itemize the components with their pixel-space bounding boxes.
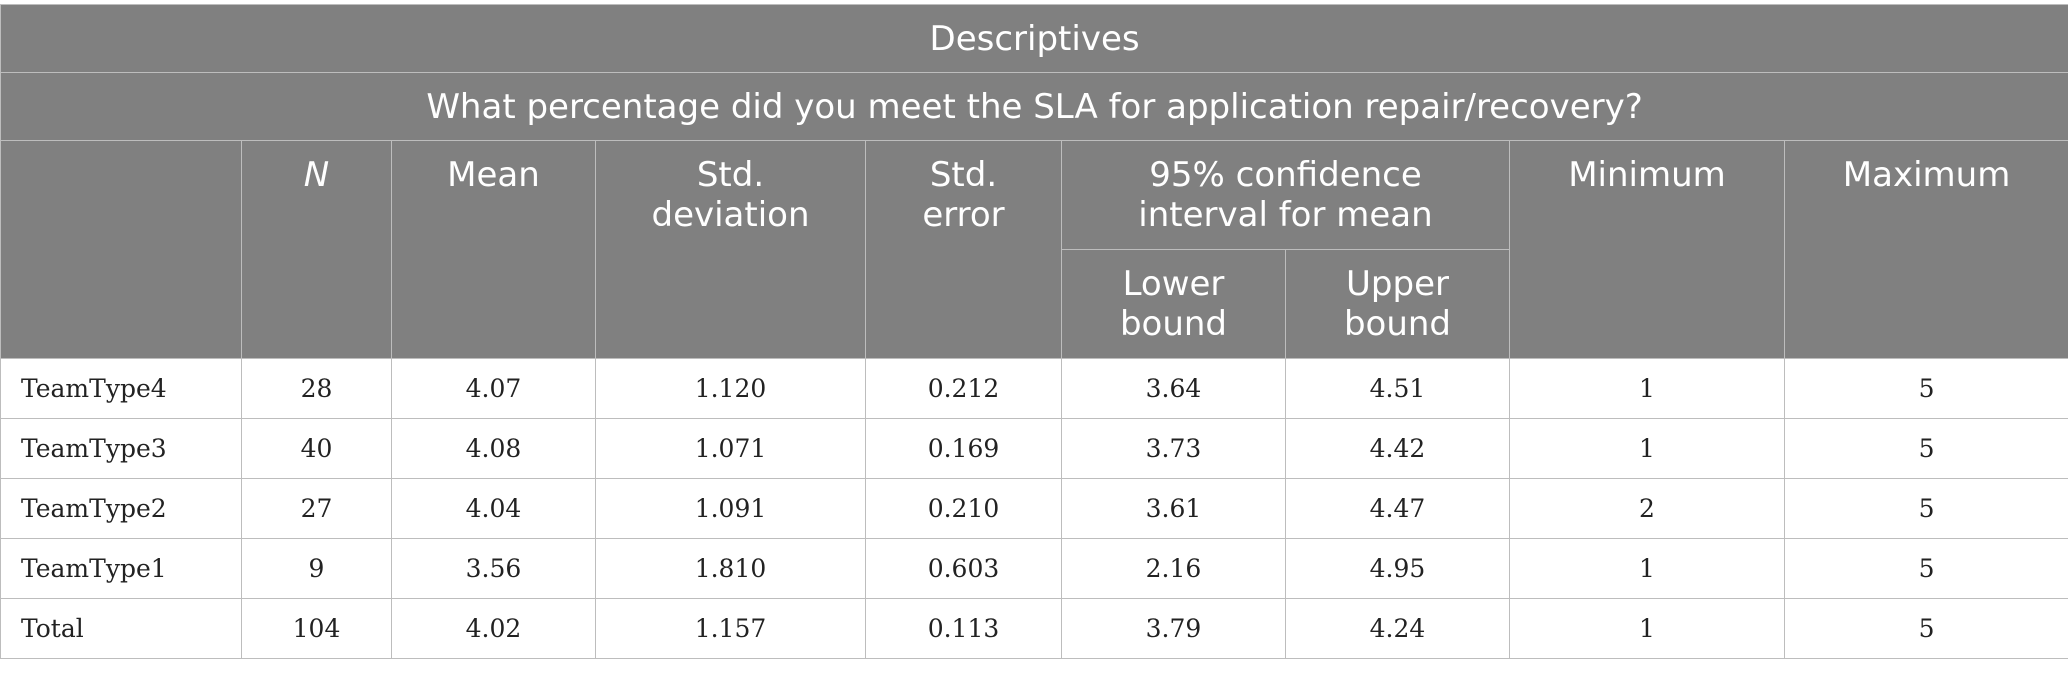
cell-maximum: 5 [1783,418,2068,479]
header-std-deviation: Std. deviation [595,140,866,359]
header-confidence-interval: 95% confidence interval for mean [1061,140,1510,250]
cell-mean: 3.56 [391,538,596,599]
header-lower-bound: Lower bound [1061,249,1286,359]
cell-minimum: 1 [1509,598,1785,659]
table-row: TeamType3 40 4.08 1.071 0.169 3.73 4.42 … [0,418,2068,479]
cell-n: 40 [241,418,392,479]
cell-std-deviation: 1.071 [595,418,866,479]
cell-n: 27 [241,478,392,539]
cell-maximum: 5 [1783,358,2068,419]
row-label: TeamType3 [0,418,242,479]
header-mean: Mean [391,140,596,359]
cell-upper-bound: 4.42 [1285,418,1510,479]
header-blank [0,140,242,359]
cell-upper-bound: 4.24 [1285,598,1510,659]
cell-maximum: 5 [1783,598,2068,659]
cell-n: 28 [241,358,392,419]
cell-std-deviation: 1.157 [595,598,866,659]
row-label: TeamType2 [0,478,242,539]
cell-lower-bound: 3.61 [1061,478,1286,539]
cell-std-error: 0.113 [865,598,1062,659]
header-std-error: Std. error [865,140,1062,359]
cell-minimum: 2 [1509,478,1785,539]
table-row: TeamType2 27 4.04 1.091 0.210 3.61 4.47 … [0,478,2068,539]
cell-upper-bound: 4.95 [1285,538,1510,599]
header-maximum: Maximum [1783,140,2068,359]
cell-mean: 4.07 [391,358,596,419]
row-label: Total [0,598,242,659]
cell-std-error: 0.169 [865,418,1062,479]
cell-upper-bound: 4.47 [1285,478,1510,539]
cell-maximum: 5 [1783,538,2068,599]
descriptives-table: Descriptives What percentage did you mee… [0,4,2068,659]
cell-n: 104 [241,598,392,659]
cell-std-error: 0.210 [865,478,1062,539]
cell-std-error: 0.603 [865,538,1062,599]
cell-mean: 4.04 [391,478,596,539]
cell-lower-bound: 2.16 [1061,538,1286,599]
cell-std-deviation: 1.120 [595,358,866,419]
cell-minimum: 1 [1509,358,1785,419]
cell-std-deviation: 1.091 [595,478,866,539]
cell-lower-bound: 3.73 [1061,418,1286,479]
table-caption: What percentage did you meet the SLA for… [0,72,2068,141]
row-label: TeamType4 [0,358,242,419]
header-n: N [241,140,392,359]
header-n-label: N [303,155,330,195]
cell-mean: 4.02 [391,598,596,659]
cell-std-error: 0.212 [865,358,1062,419]
cell-n: 9 [241,538,392,599]
header-upper-bound: Upper bound [1285,249,1510,359]
cell-lower-bound: 3.64 [1061,358,1286,419]
row-label: TeamType1 [0,538,242,599]
cell-maximum: 5 [1783,478,2068,539]
header-minimum: Minimum [1509,140,1785,359]
cell-upper-bound: 4.51 [1285,358,1510,419]
table-row: Total 104 4.02 1.157 0.113 3.79 4.24 1 5 [0,598,2068,659]
cell-mean: 4.08 [391,418,596,479]
cell-std-deviation: 1.810 [595,538,866,599]
cell-minimum: 1 [1509,538,1785,599]
table-row: TeamType4 28 4.07 1.120 0.212 3.64 4.51 … [0,358,2068,419]
cell-lower-bound: 3.79 [1061,598,1286,659]
table-title: Descriptives [0,4,2068,73]
cell-minimum: 1 [1509,418,1785,479]
table-row: TeamType1 9 3.56 1.810 0.603 2.16 4.95 1… [0,538,2068,599]
